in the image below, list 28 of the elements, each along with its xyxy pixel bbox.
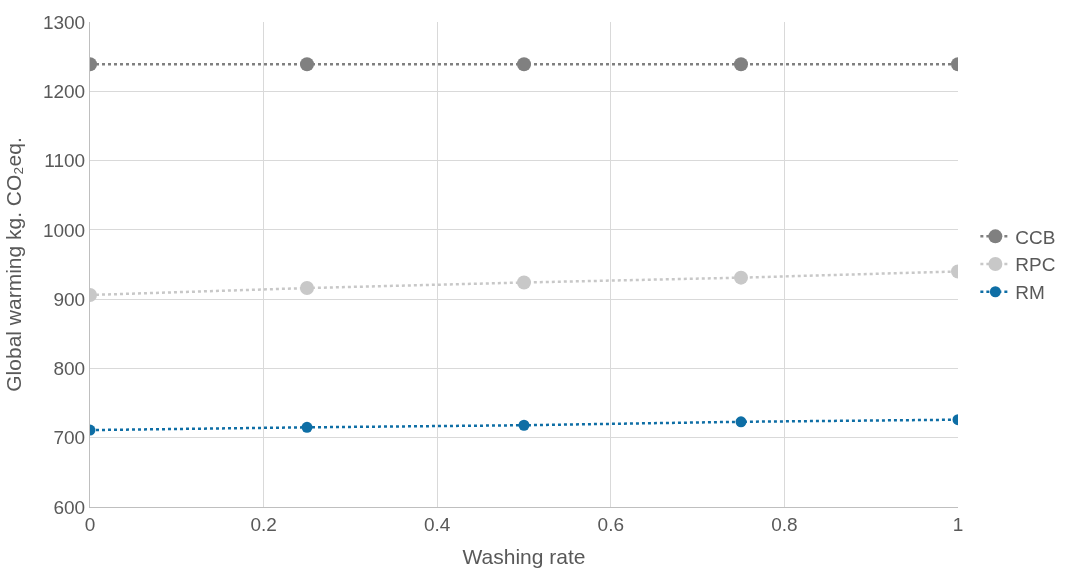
y-tick-label: 1100 <box>44 150 86 172</box>
legend-label: CCB <box>1015 226 1056 248</box>
y-tick-label: 800 <box>53 358 86 380</box>
point <box>300 281 314 296</box>
point <box>517 275 531 290</box>
point <box>517 57 531 72</box>
y-tick-label: 1000 <box>42 219 86 241</box>
y-tick-label: 1200 <box>42 80 86 102</box>
x-tick-label: 0 <box>84 513 96 535</box>
y-tick-label: 1300 <box>42 11 86 33</box>
point <box>735 416 747 428</box>
y-tick-label: 700 <box>53 427 86 449</box>
y-axis-title: Global warming kg. CO₂eq. <box>2 137 26 392</box>
x-tick-label: 0.4 <box>423 513 451 535</box>
x-tick-label: 1 <box>952 513 964 535</box>
legend-label: RM <box>1015 282 1045 304</box>
legend-label: RPC <box>1015 254 1056 276</box>
point <box>734 57 748 72</box>
y-tick-label: 600 <box>53 496 86 518</box>
point <box>300 57 314 72</box>
x-tick-label: 0.2 <box>250 513 277 535</box>
point <box>518 419 530 431</box>
x-tick-label: 0.8 <box>771 513 798 535</box>
x-tick-label: 0.6 <box>597 513 625 535</box>
x-axis-title: Washing rate <box>462 545 586 568</box>
point <box>301 421 313 433</box>
y-tick-label: 900 <box>53 288 86 310</box>
point <box>734 270 748 285</box>
